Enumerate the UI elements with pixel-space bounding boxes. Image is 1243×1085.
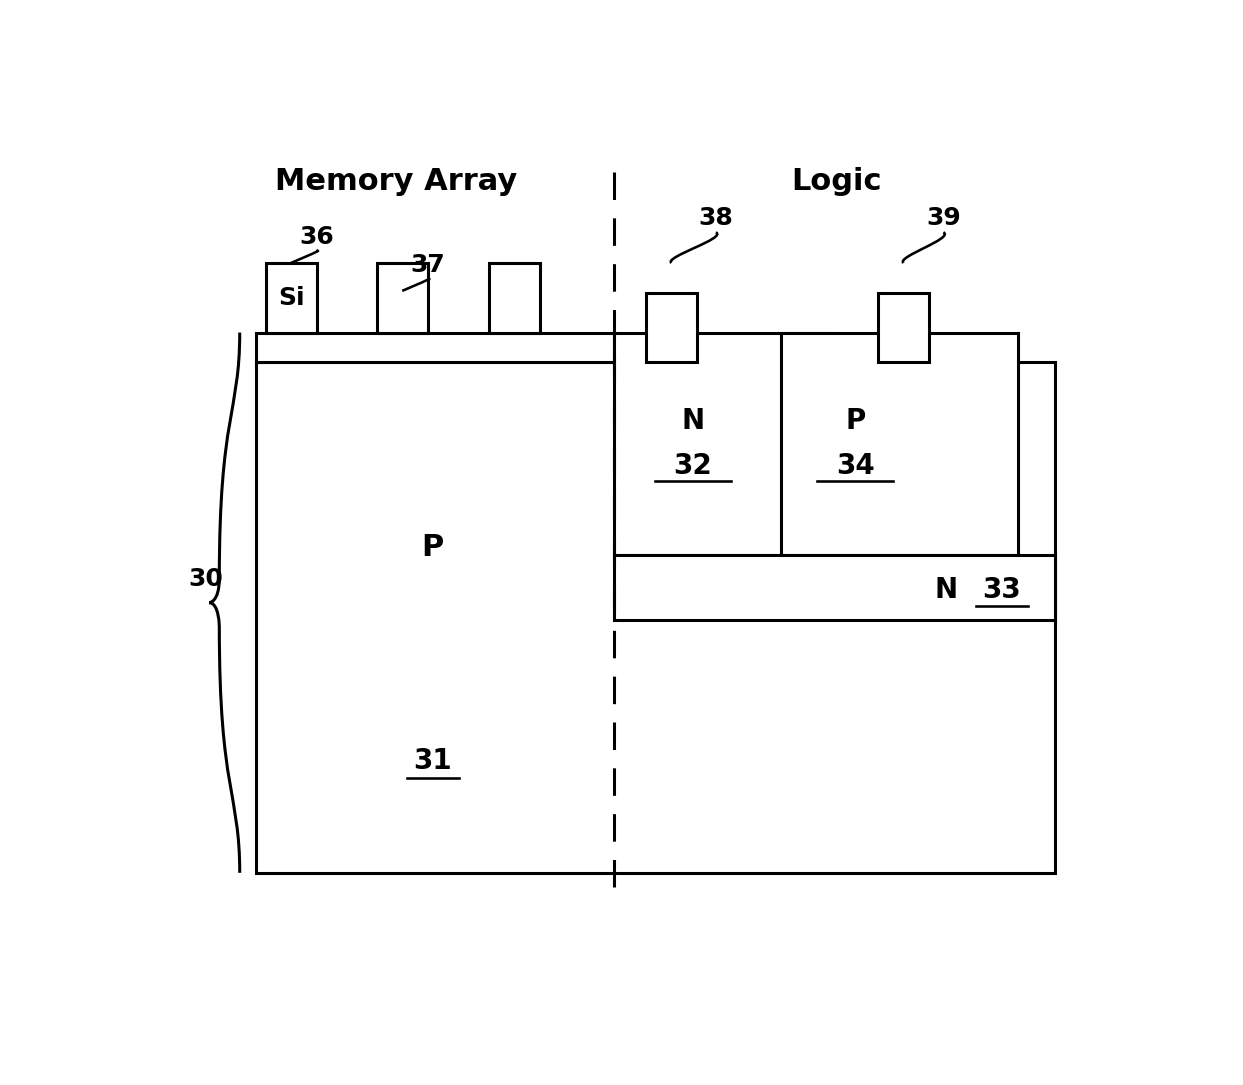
Text: N: N [681,407,705,435]
Text: 39: 39 [926,206,961,230]
Text: 34: 34 [835,452,875,481]
Bar [488,263,539,333]
Bar [614,333,832,556]
Text: 32: 32 [674,452,712,481]
Bar [377,263,428,333]
Bar [614,556,1055,621]
Text: Logic: Logic [792,167,881,195]
Bar [646,293,697,362]
Text: 31: 31 [414,748,452,776]
Text: 37: 37 [410,253,445,277]
Bar [256,333,614,362]
Text: 38: 38 [699,206,733,230]
Text: P: P [421,534,444,562]
Text: 33: 33 [982,576,1022,603]
Bar [256,362,1055,872]
Text: N: N [935,576,957,603]
Text: 36: 36 [300,225,334,248]
Bar [266,263,317,333]
Bar [781,333,1018,556]
Text: P: P [845,407,865,435]
Text: Si: Si [278,285,305,309]
Text: Memory Array: Memory Array [275,167,517,195]
Bar [879,293,930,362]
Text: 30: 30 [188,567,222,591]
